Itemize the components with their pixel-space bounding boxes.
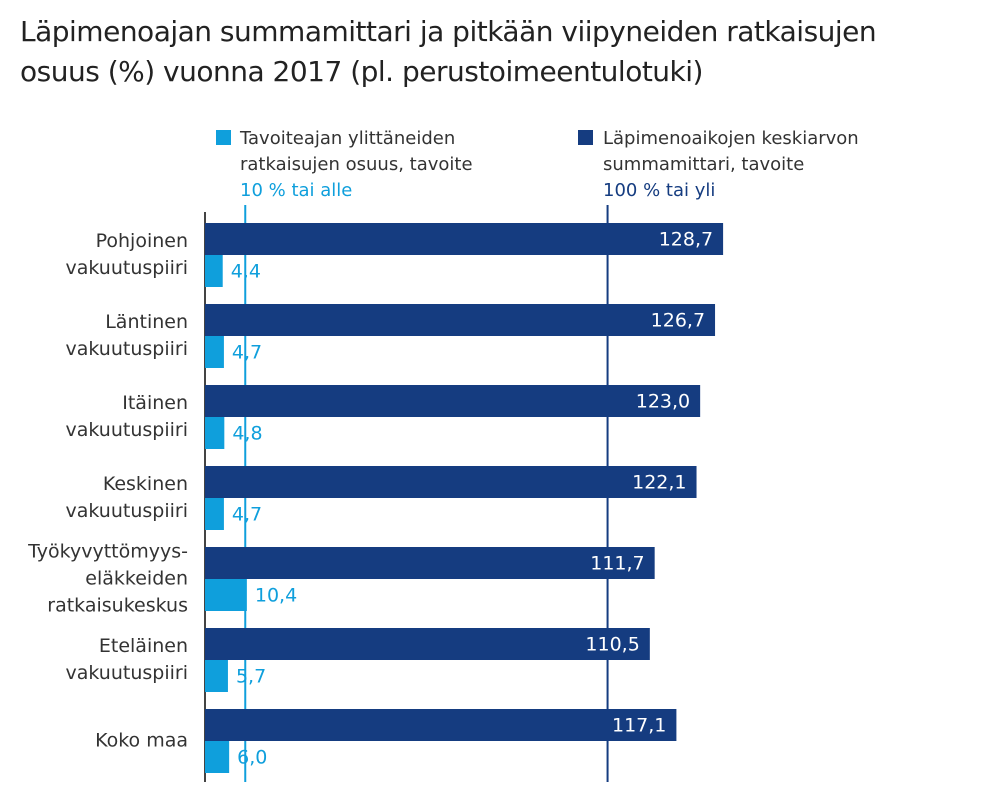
bar	[205, 417, 225, 449]
bar	[205, 709, 677, 741]
target-label: 10 % tai alle	[240, 180, 353, 201]
bar	[205, 660, 228, 692]
category-label: Eteläinen vakuutuspiiri	[65, 635, 189, 684]
legend-swatch	[578, 130, 593, 145]
legend-entry: Tavoiteajan ylittäneiden ratkaisujen osu…	[240, 126, 473, 204]
value-label: 4,7	[232, 342, 262, 364]
bar	[205, 255, 223, 287]
legend-entry: Läpimenoaikojen keskiarvon summamittari,…	[603, 126, 859, 204]
legend-label: Läpimenoaikojen keskiarvon summamittari,…	[603, 128, 859, 175]
legend-swatch	[216, 130, 231, 145]
bar	[205, 741, 230, 773]
category-label: Itäinen vakuutuspiiri	[65, 392, 189, 441]
bar	[205, 336, 224, 368]
category-label: Keskinen vakuutuspiiri	[65, 473, 189, 522]
value-label: 4,4	[231, 261, 261, 283]
value-label: 128,7	[659, 229, 713, 251]
value-label: 126,7	[651, 310, 705, 332]
value-label: 10,4	[255, 585, 297, 607]
value-label: 6,0	[237, 747, 267, 769]
value-label: 4,8	[232, 423, 262, 445]
bar	[205, 304, 716, 336]
legend-label: Tavoiteajan ylittäneiden ratkaisujen osu…	[240, 128, 473, 175]
category-label: Läntinen vakuutuspiiri	[65, 311, 189, 360]
target-label: 100 % tai yli	[603, 180, 716, 201]
value-label: 123,0	[636, 391, 690, 413]
bar	[205, 628, 650, 660]
category-label: Koko maa	[95, 729, 188, 752]
value-label: 111,7	[590, 553, 644, 575]
category-label: Työkyvyttömyys- eläkkeiden ratkaisukesku…	[28, 540, 188, 617]
value-label: 122,1	[632, 472, 686, 494]
bar	[205, 385, 701, 417]
bar	[205, 223, 724, 255]
category-label: Pohjoinen vakuutuspiiri	[65, 230, 189, 279]
bar	[205, 498, 224, 530]
value-label: 5,7	[236, 666, 266, 688]
bar	[205, 547, 655, 579]
bar	[205, 466, 697, 498]
value-label: 4,7	[232, 504, 262, 526]
value-label: 117,1	[612, 715, 666, 737]
chart-title: Läpimenoajan summamittari ja pitkään vii…	[20, 15, 877, 88]
bar	[205, 579, 247, 611]
value-label: 110,5	[585, 634, 639, 656]
